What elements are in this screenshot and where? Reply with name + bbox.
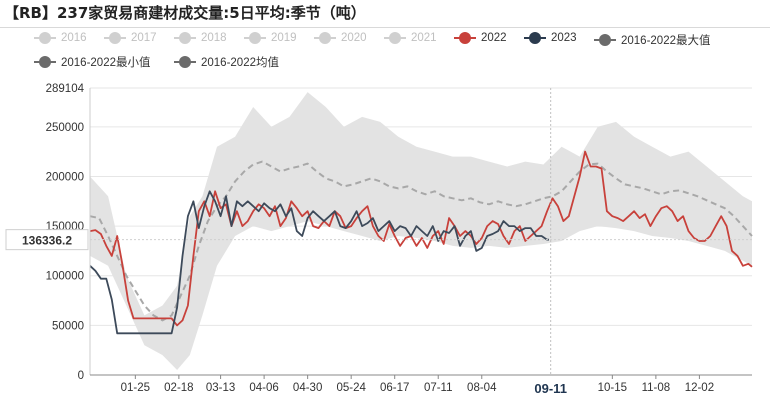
x-tick-label: 04-06 xyxy=(249,382,278,394)
y-tick-label: 250000 xyxy=(46,122,84,134)
legend-marker-icon xyxy=(384,32,406,44)
legend-marker-icon xyxy=(174,32,196,44)
y-tick-label: 0 xyxy=(78,370,84,382)
x-tick-label: 02-18 xyxy=(164,382,193,394)
x-tick-label: 05-24 xyxy=(336,382,366,394)
legend-marker-icon xyxy=(34,56,56,68)
x-highlight-box xyxy=(523,377,578,399)
legend-item-3[interactable]: 2018 xyxy=(174,32,227,44)
legend-item-11[interactable]: 2016-2022均值 xyxy=(174,54,279,70)
legend-marker-icon xyxy=(104,32,126,44)
x-tick-label: 12-02 xyxy=(685,382,714,394)
legend-label: 2022 xyxy=(481,32,507,44)
legend-label: 2016-2022均值 xyxy=(201,57,279,69)
legend-label: 2021 xyxy=(411,32,437,44)
legend-label: 2020 xyxy=(341,32,367,44)
legend-label: 2016 xyxy=(61,32,87,44)
legend-item-7[interactable]: 2022 xyxy=(454,32,507,44)
y-tick-label: 200000 xyxy=(46,171,84,183)
x-tick-label: 10-15 xyxy=(598,382,627,394)
x-tick-label: 09-11 xyxy=(534,381,567,396)
legend-marker-icon xyxy=(174,56,196,68)
legend-label: 2019 xyxy=(271,32,297,44)
legend-label: 2018 xyxy=(201,32,227,44)
legend-item-10[interactable]: 2016-2022最小值 xyxy=(34,54,151,70)
series-line-2023 xyxy=(89,190,549,335)
legend-marker-icon xyxy=(314,32,336,44)
legend-marker-icon xyxy=(34,32,56,44)
x-tick-label: 01-25 xyxy=(121,382,150,394)
legend-label: 2017 xyxy=(131,32,157,44)
x-tick-label: 06-17 xyxy=(380,382,409,394)
y-tick-label: 50000 xyxy=(52,320,84,332)
legend-marker-icon xyxy=(244,32,266,44)
legend-marker-icon xyxy=(524,32,546,44)
x-tick-label: 04-30 xyxy=(293,382,322,394)
x-tick-label: 11-08 xyxy=(642,382,671,394)
series-line-2022 xyxy=(89,150,753,327)
legend-item-4[interactable]: 2019 xyxy=(244,32,297,44)
legend-item-1[interactable]: 2016 xyxy=(34,32,87,44)
chart-title: 【RB】237家贸易商建材成交量:5日平均:季节（吨） xyxy=(4,4,366,22)
legend-label: 2023 xyxy=(551,32,577,44)
legend-item-6[interactable]: 2021 xyxy=(384,32,437,44)
y-tick-label: 100000 xyxy=(46,271,84,283)
x-tick-label: 07-11 xyxy=(424,382,453,394)
legend-label: 2016-2022最大值 xyxy=(621,35,711,47)
legend-label: 2016-2022最小值 xyxy=(61,57,151,69)
y-value-label: 136336.2 xyxy=(22,234,72,248)
x-tick-label: 08-04 xyxy=(467,382,497,394)
legend-marker-icon xyxy=(594,34,616,46)
legend-item-2[interactable]: 2017 xyxy=(104,32,157,44)
title-divider xyxy=(0,27,770,28)
series-line-2016-2022均值 xyxy=(89,160,753,322)
legend-item-8[interactable]: 2023 xyxy=(524,32,577,44)
legend-item-9[interactable]: 2016-2022最大值 xyxy=(594,32,711,48)
y-value-box xyxy=(5,229,89,251)
x-tick-label: 03-13 xyxy=(206,382,235,394)
legend-item-5[interactable]: 2020 xyxy=(314,32,367,44)
y-tick-label: 289104 xyxy=(46,83,85,95)
legend-marker-icon xyxy=(454,32,476,44)
